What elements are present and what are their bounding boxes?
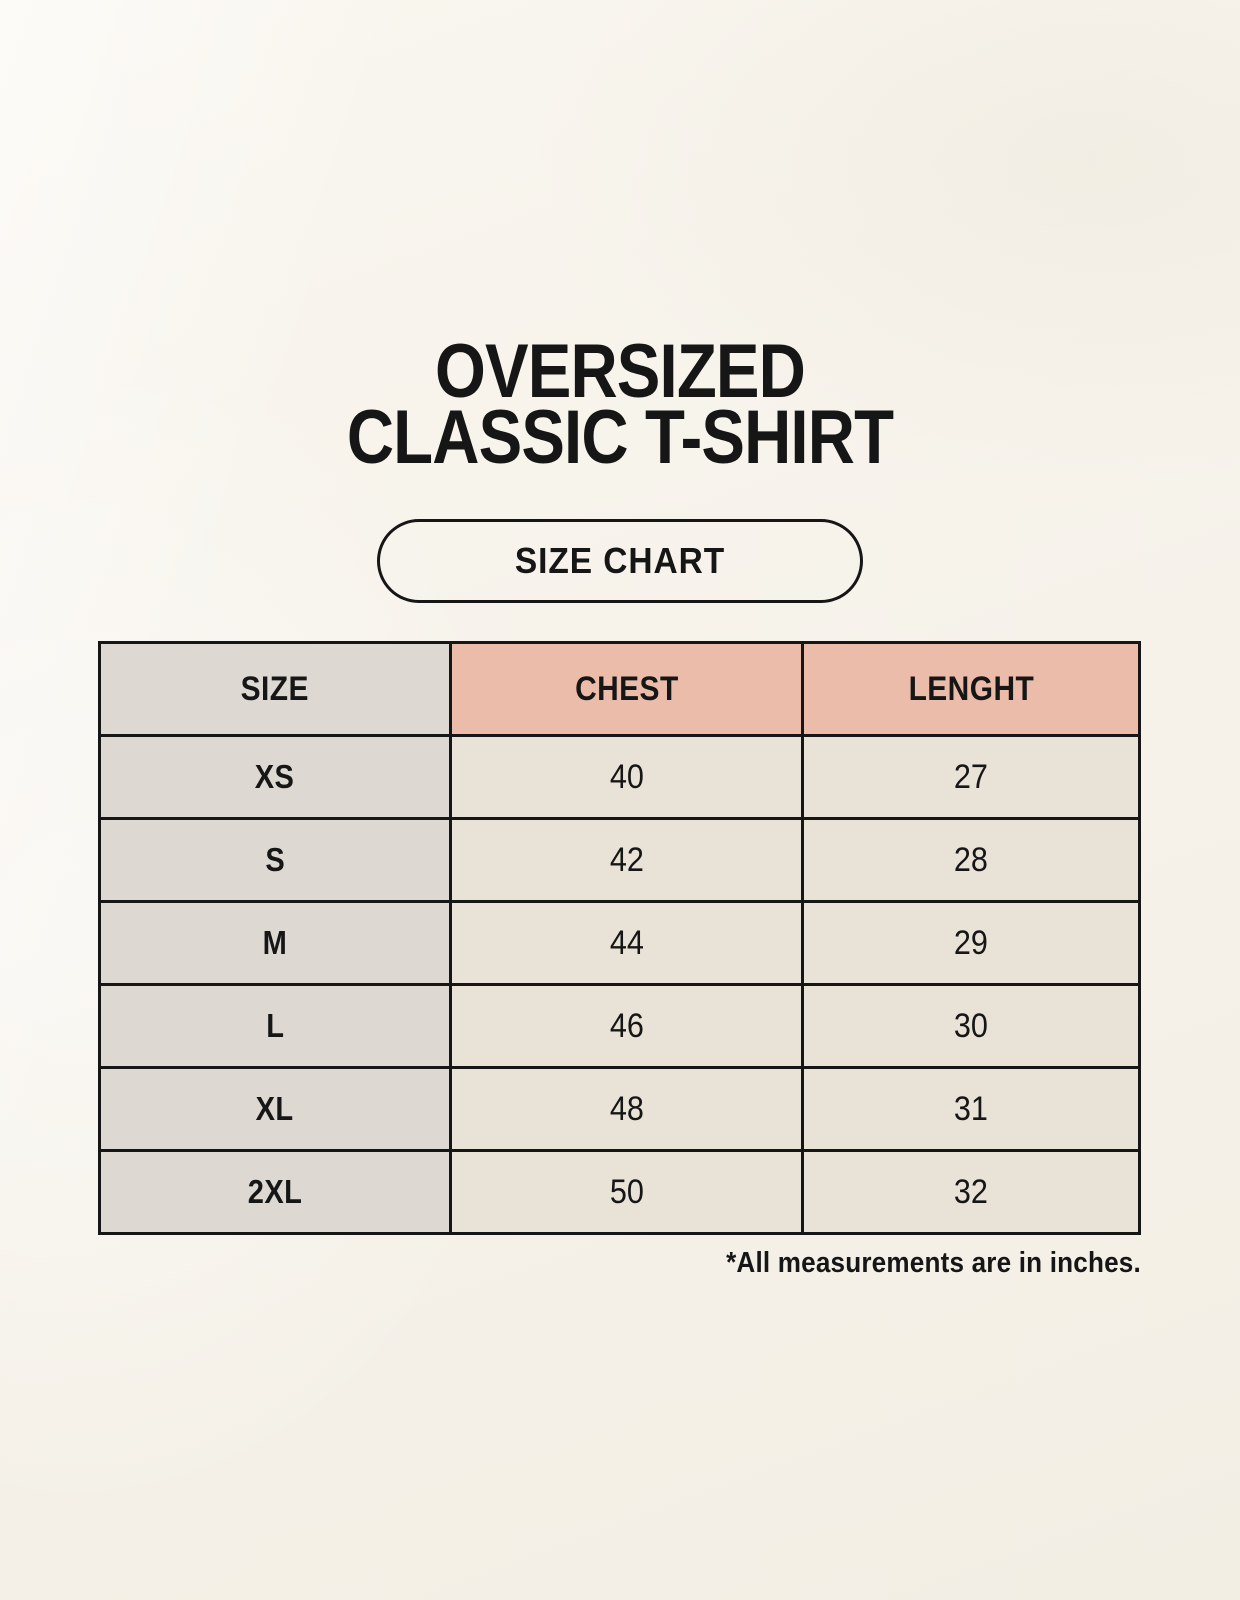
size-value: XL bbox=[255, 1090, 294, 1127]
size-chart-button[interactable]: SIZE CHART bbox=[377, 519, 863, 603]
length-value: 29 bbox=[953, 923, 989, 962]
table-row-s-length-cell: 28 bbox=[804, 820, 1138, 900]
table-row-m-size-cell: M bbox=[101, 903, 449, 983]
product-title: OVERSIZED CLASSIC T-SHIRT bbox=[0, 329, 1240, 480]
table-row-xl-chest-cell: 48 bbox=[452, 1069, 801, 1149]
size-value: 2XL bbox=[247, 1173, 303, 1210]
product-title-line-1: OVERSIZED bbox=[435, 329, 806, 414]
table-row-s-chest-cell: 42 bbox=[452, 820, 801, 900]
chest-value: 44 bbox=[609, 923, 644, 962]
table-row-2xl-chest-cell: 50 bbox=[452, 1152, 801, 1232]
table-row-l-size-cell: L bbox=[101, 986, 449, 1066]
chest-value: 42 bbox=[609, 840, 644, 879]
header-label-size: SIZE bbox=[240, 669, 310, 708]
table-row-xl-length-cell: 31 bbox=[804, 1069, 1138, 1149]
length-value: 30 bbox=[953, 1006, 989, 1045]
table-row-xl-size-cell: XL bbox=[101, 1069, 449, 1149]
table-row-2xl-length-cell: 32 bbox=[804, 1152, 1138, 1232]
header-label-length: LENGHT bbox=[908, 669, 1034, 708]
table-row-m-length-cell: 29 bbox=[804, 903, 1138, 983]
table-row-xs-size-cell: XS bbox=[101, 737, 449, 817]
size-value: M bbox=[262, 924, 288, 961]
size-chart-button-label: SIZE CHART bbox=[514, 540, 726, 581]
header-cell-length: LENGHT bbox=[804, 644, 1138, 734]
chest-value: 50 bbox=[609, 1172, 644, 1211]
table-row-l-chest-cell: 46 bbox=[452, 986, 801, 1066]
length-value: 28 bbox=[953, 840, 989, 879]
chest-value: 40 bbox=[609, 757, 644, 796]
table-row-xs-chest-cell: 40 bbox=[452, 737, 801, 817]
size-value: L bbox=[265, 1007, 285, 1044]
length-value: 31 bbox=[953, 1089, 989, 1128]
length-value: 32 bbox=[953, 1172, 989, 1211]
size-table: SIZE CHEST LENGHT XS 40 27 S 42 28 M bbox=[98, 641, 1141, 1235]
length-value: 27 bbox=[953, 757, 989, 796]
table-row-xs-length-cell: 27 bbox=[804, 737, 1138, 817]
size-value: XS bbox=[255, 758, 295, 795]
size-value: S bbox=[265, 841, 285, 878]
table-row-m-chest-cell: 44 bbox=[452, 903, 801, 983]
header-label-chest: CHEST bbox=[574, 669, 679, 708]
header-cell-size: SIZE bbox=[101, 644, 449, 734]
product-title-line-2: CLASSIC T-SHIRT bbox=[346, 395, 894, 480]
table-row-2xl-size-cell: 2XL bbox=[101, 1152, 449, 1232]
chest-value: 48 bbox=[609, 1089, 644, 1128]
table-row-s-size-cell: S bbox=[101, 820, 449, 900]
header-cell-chest: CHEST bbox=[452, 644, 801, 734]
chest-value: 46 bbox=[609, 1006, 644, 1045]
measurements-footnote: *All measurements are in inches. bbox=[726, 1247, 1141, 1279]
table-row-l-length-cell: 30 bbox=[804, 986, 1138, 1066]
